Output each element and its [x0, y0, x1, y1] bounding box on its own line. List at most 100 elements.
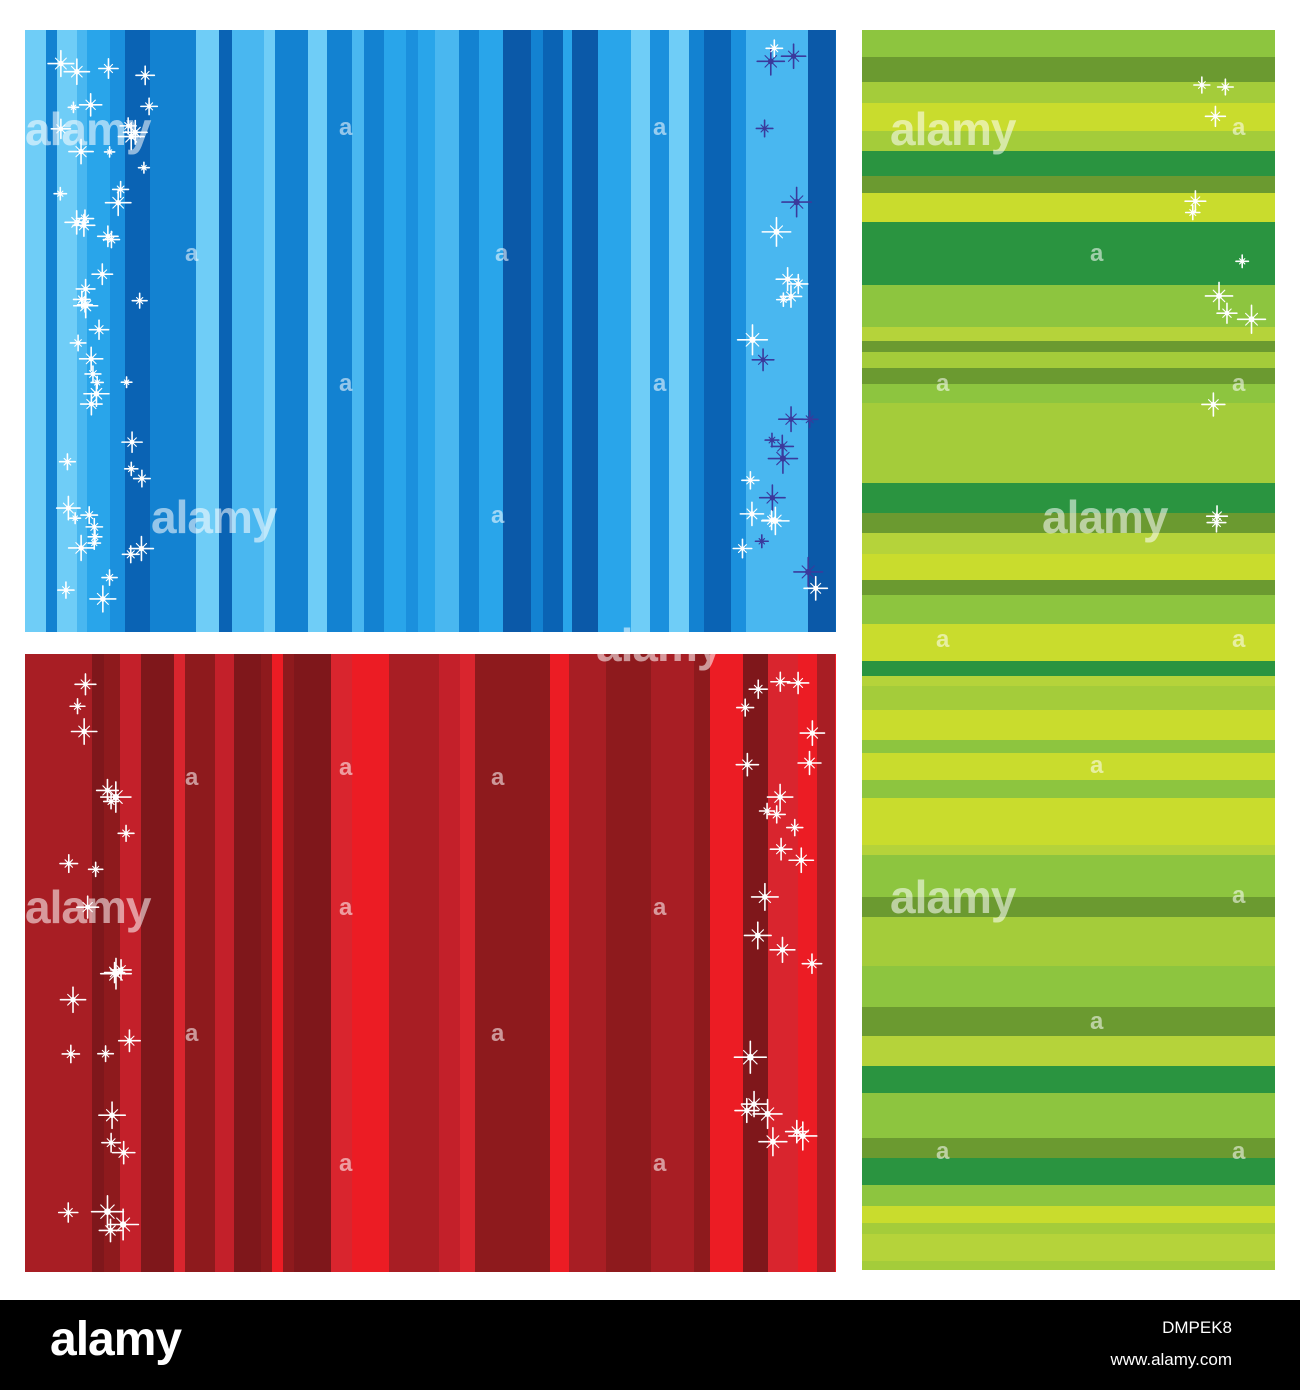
sparkle-icon [61, 1044, 81, 1064]
sparkle-icon [733, 1040, 768, 1074]
sparkle-icon [137, 161, 151, 174]
sparkle-icon [754, 534, 769, 549]
stripe [563, 30, 573, 632]
stripe [862, 966, 1275, 998]
red-panel-sparkles [57, 671, 826, 1243]
sparkle-icon [57, 581, 75, 599]
stripe [862, 176, 1275, 194]
sparkle-icon [767, 805, 786, 824]
sparkle-icon [58, 453, 77, 471]
sparkle-icon [55, 495, 81, 521]
sparkle-icon [102, 793, 120, 810]
sparkle-icon [74, 673, 97, 696]
stripe [275, 30, 309, 632]
stripe [862, 710, 1275, 741]
stripe [862, 1158, 1275, 1186]
sparkle-icon [736, 698, 755, 717]
stripe [651, 654, 684, 1272]
footer-logo: alamy [50, 1313, 182, 1366]
sparkle-icon [740, 1090, 768, 1118]
stripe [862, 580, 1275, 596]
stripe [862, 103, 1275, 132]
sparkle-icon [104, 189, 132, 217]
sparkle-icon [76, 296, 94, 313]
sparkle-icon [1204, 105, 1227, 128]
stripe [272, 654, 284, 1272]
sparkle-icon [803, 575, 829, 601]
sparkle-icon [797, 750, 822, 776]
sparkle-icon [98, 1218, 123, 1243]
stripe [418, 30, 436, 632]
stripe [731, 30, 747, 632]
stripe [92, 654, 105, 1272]
sparkle-icon [83, 380, 110, 408]
sparkle-icon [786, 671, 810, 695]
green-panel-sparkles [1184, 76, 1267, 533]
sparkle-icon [79, 392, 103, 416]
stripe [862, 327, 1275, 342]
sparkle-icon [68, 512, 82, 525]
sparkle-icon [793, 556, 824, 588]
stripe [862, 30, 1275, 42]
blue-striped-panel: alamy a a a a a a alamy a [25, 30, 836, 632]
stripe [862, 554, 1275, 581]
sparkle-icon [135, 65, 156, 86]
stripe [479, 30, 504, 632]
stripe [104, 654, 121, 1272]
stripe [331, 654, 353, 1272]
stripe [389, 654, 414, 1272]
sparkle-icon [1204, 281, 1234, 311]
stripe [862, 753, 1275, 765]
stripe [475, 654, 515, 1272]
stripe [862, 1234, 1275, 1262]
stripe [862, 513, 1275, 534]
stripe [862, 595, 1275, 625]
stripe [862, 341, 1275, 353]
sparkle-icon [784, 1119, 809, 1144]
sparkle-icon [775, 292, 791, 308]
sparkle-icon [748, 679, 769, 699]
sparkle-icon [95, 778, 120, 803]
stripe [862, 822, 1275, 846]
sparkle-icon [131, 292, 148, 309]
stripe [569, 654, 607, 1272]
stripe [120, 654, 142, 1272]
stripe [174, 654, 186, 1272]
sparkle-icon [87, 529, 103, 545]
sparkle-icon [761, 216, 792, 247]
stripe [862, 533, 1275, 555]
stripe [808, 30, 836, 632]
sparkle-icon [78, 346, 104, 372]
sparkle-icon [96, 225, 119, 248]
stripe [862, 855, 1275, 883]
stripe [445, 30, 460, 632]
stripe [862, 1007, 1275, 1037]
sparkle-icon [101, 569, 118, 586]
stripe [572, 30, 599, 632]
stripe [219, 30, 233, 632]
stripe [862, 455, 1275, 484]
sparkle-icon [103, 146, 116, 158]
sparkle-icon [736, 324, 769, 356]
stripe [862, 368, 1275, 385]
red-striped-panel: a a a alamy a a a a a a [25, 654, 836, 1272]
stripe [364, 30, 385, 632]
stripe [46, 30, 58, 632]
stripe [862, 301, 1275, 328]
sparkle-icon [107, 1208, 140, 1241]
stripe [862, 131, 1275, 152]
sparkle-icon [111, 180, 130, 199]
sparkle-icon [70, 718, 98, 745]
sparkle-icon [758, 484, 786, 512]
stripe [862, 845, 1275, 856]
sparkle-icon [67, 101, 80, 114]
sparkle-icon [801, 953, 823, 975]
sparkle-icon [69, 334, 87, 352]
sparkle-icon [80, 506, 99, 525]
stripe [384, 30, 407, 632]
stripe [862, 403, 1275, 433]
sparkle-icon [75, 895, 100, 919]
sparkle-icon [91, 263, 114, 286]
green-horizontal-stripes [862, 30, 1275, 1270]
sparkle-icon [788, 847, 815, 874]
